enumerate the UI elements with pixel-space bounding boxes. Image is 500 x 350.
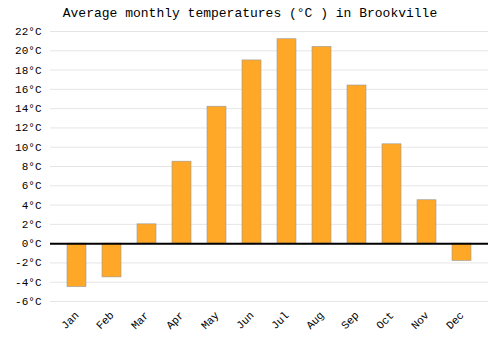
- svg-text:20°C: 20°C: [15, 45, 42, 57]
- svg-text:-6°C: -6°C: [15, 296, 42, 308]
- svg-text:4°C: 4°C: [22, 200, 42, 212]
- svg-text:Jan: Jan: [59, 309, 81, 331]
- svg-text:Feb: Feb: [94, 309, 116, 331]
- svg-text:May: May: [199, 309, 222, 332]
- svg-text:Apr: Apr: [164, 309, 186, 331]
- svg-text:6°C: 6°C: [22, 180, 42, 192]
- svg-text:Aug: Aug: [304, 309, 326, 331]
- svg-text:Nov: Nov: [409, 309, 432, 332]
- svg-text:-2°C: -2°C: [15, 257, 42, 269]
- svg-text:0°C: 0°C: [22, 238, 42, 250]
- svg-text:18°C: 18°C: [15, 65, 42, 77]
- svg-text:Jun: Jun: [234, 309, 256, 331]
- svg-text:16°C: 16°C: [15, 84, 42, 96]
- svg-text:Oct: Oct: [374, 309, 396, 331]
- svg-text:22°C: 22°C: [15, 26, 42, 38]
- html-text:Average monthly temperatures (: Average monthly temperatures (°C ) in Br…: [62, 6, 438, 21]
- svg-text:Sep: Sep: [339, 309, 361, 331]
- svg-text:-4°C: -4°C: [15, 277, 42, 289]
- svg-text:14°C: 14°C: [15, 103, 42, 115]
- svg-text:10°C: 10°C: [15, 142, 42, 154]
- svg-text:12°C: 12°C: [15, 122, 42, 134]
- svg-text:Dec: Dec: [444, 309, 466, 331]
- svg-text:Jul: Jul: [269, 309, 291, 331]
- svg-text:8°C: 8°C: [22, 161, 42, 173]
- svg-text:2°C: 2°C: [22, 219, 42, 231]
- svg-text:Mar: Mar: [129, 309, 151, 331]
